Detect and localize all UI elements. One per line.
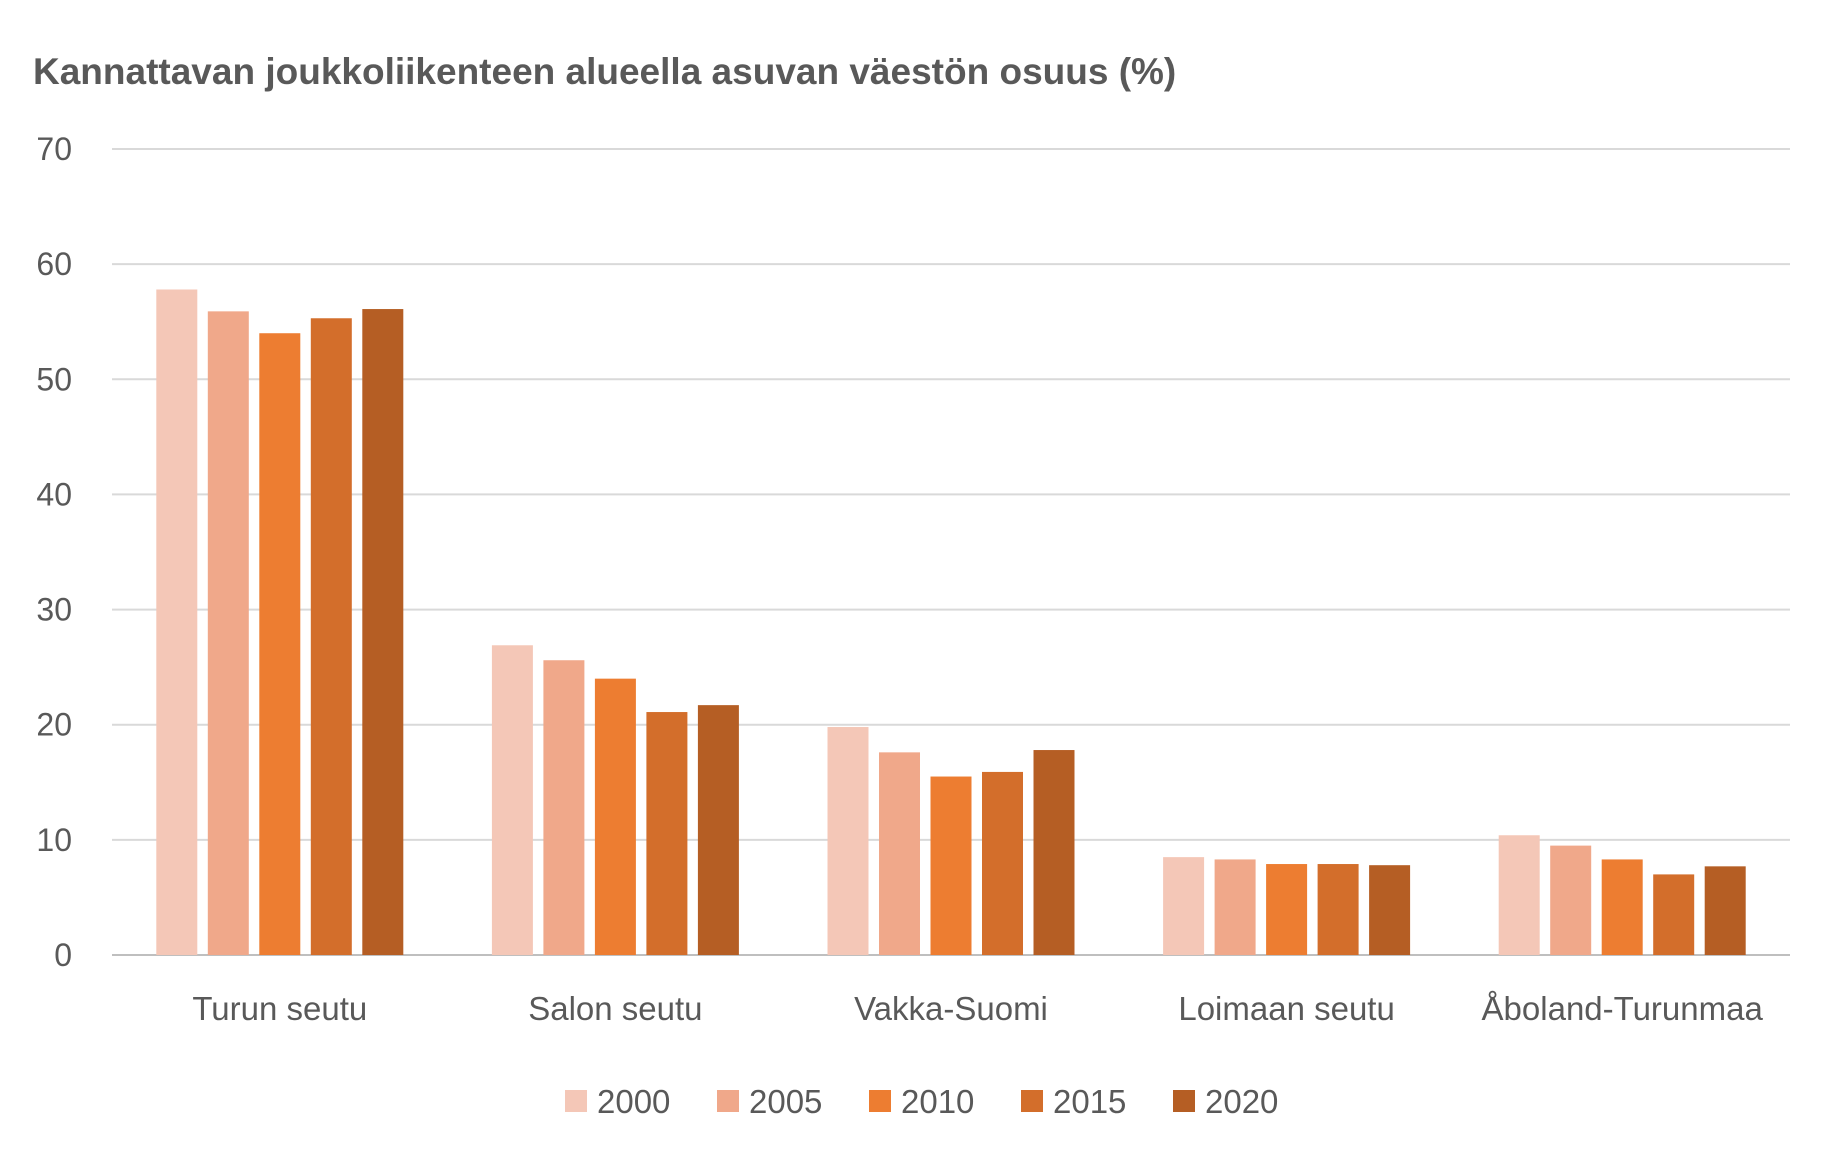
bar-2015	[1653, 874, 1695, 955]
y-tick-label: 30	[36, 592, 72, 628]
bar-2010	[594, 678, 636, 955]
x-category-label: Turun seutu	[192, 990, 367, 1027]
chart-title: Kannattavan joukkoliikenteen alueella as…	[33, 51, 1176, 92]
bar-2005	[207, 311, 249, 955]
legend-label: 2000	[597, 1083, 670, 1120]
bar-2005	[1550, 845, 1592, 955]
y-tick-label: 10	[36, 822, 72, 858]
bar-2005	[543, 660, 585, 955]
bar-2005	[1214, 859, 1256, 955]
legend-label: 2020	[1205, 1083, 1278, 1120]
x-category-label: Salon seutu	[528, 990, 702, 1027]
bar-2000	[1498, 835, 1540, 955]
bar-2000	[156, 289, 198, 956]
y-tick-label: 40	[36, 476, 72, 512]
bar-2000	[1163, 857, 1205, 955]
bar-2020	[1369, 865, 1411, 955]
bar-2015	[646, 712, 688, 955]
bar-2010	[1266, 864, 1308, 955]
bar-2000	[827, 727, 869, 955]
legend-label: 2005	[749, 1083, 822, 1120]
legend-label: 2010	[901, 1083, 974, 1120]
legend-swatch-2010	[869, 1090, 891, 1112]
legend-swatch-2000	[565, 1090, 587, 1112]
x-category-label: Loimaan seutu	[1178, 990, 1394, 1027]
bar-2015	[310, 318, 352, 955]
bar-2010	[1601, 859, 1643, 955]
y-tick-label: 20	[36, 707, 72, 743]
bar-2020	[362, 309, 404, 955]
legend-swatch-2015	[1021, 1090, 1043, 1112]
y-tick-label: 50	[36, 361, 72, 397]
bar-2010	[930, 776, 972, 955]
bar-2000	[491, 645, 533, 955]
bar-2015	[1317, 864, 1359, 955]
bar-2020	[1704, 866, 1746, 955]
legend-swatch-2005	[717, 1090, 739, 1112]
legend-label: 2015	[1053, 1083, 1126, 1120]
x-category-label: Vakka-Suomi	[854, 990, 1048, 1027]
y-tick-label: 60	[36, 246, 72, 282]
legend-swatch-2020	[1173, 1090, 1195, 1112]
bar-2020	[697, 705, 739, 955]
bar-2005	[879, 752, 920, 955]
bar-2015	[982, 771, 1023, 955]
bar-2020	[1033, 750, 1075, 955]
bar-2010	[259, 333, 301, 955]
y-tick-label: 0	[54, 937, 72, 973]
x-category-label: Åboland-Turunmaa	[1482, 990, 1764, 1027]
y-tick-label: 70	[36, 131, 72, 167]
